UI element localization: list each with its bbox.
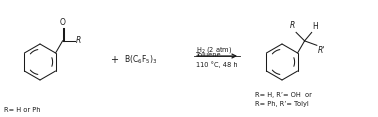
Text: R= H, R’= OH  or: R= H, R’= OH or xyxy=(255,92,312,98)
Text: R= H or Ph: R= H or Ph xyxy=(4,107,40,113)
Text: R': R' xyxy=(318,46,325,55)
Text: O: O xyxy=(60,18,66,27)
Text: H$_2$ (2 atm): H$_2$ (2 atm) xyxy=(196,45,232,55)
Text: R: R xyxy=(290,21,295,30)
Text: R= Ph, R’= Tolyl: R= Ph, R’= Tolyl xyxy=(255,101,309,107)
Text: R: R xyxy=(76,36,81,45)
Text: 110 °C, 48 h: 110 °C, 48 h xyxy=(196,61,238,68)
Text: +: + xyxy=(110,55,118,65)
Text: Toluene: Toluene xyxy=(196,52,222,58)
Text: H: H xyxy=(313,22,318,31)
Text: B(C$_6$F$_5$)$_3$: B(C$_6$F$_5$)$_3$ xyxy=(124,54,158,66)
